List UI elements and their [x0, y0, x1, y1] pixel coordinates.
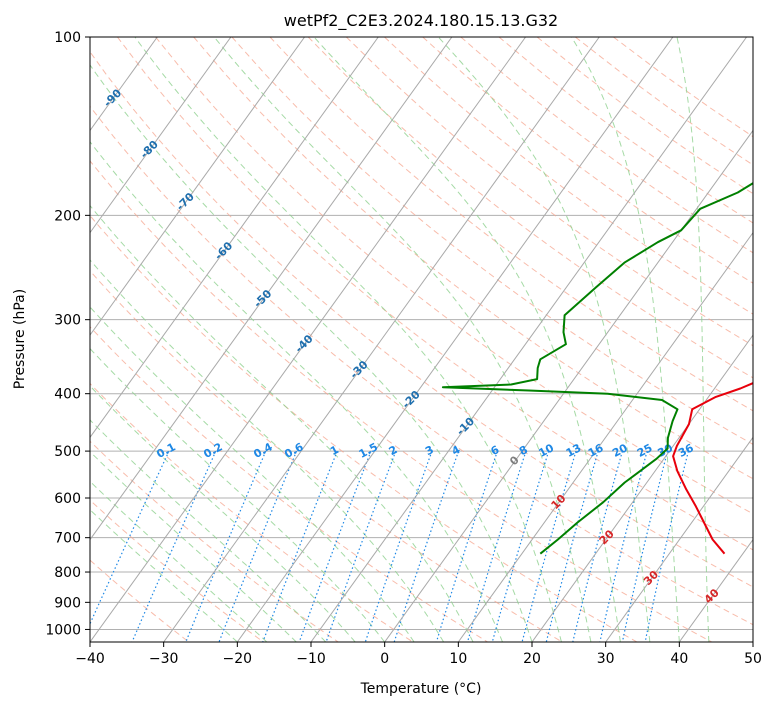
y-tick-label: 400: [54, 387, 81, 403]
moist-adiabat: [90, 259, 445, 642]
axis-ticks: −40 −30 −20 −10 0 10 20 30 40 50 100 200 300 400 500 60…: [45, 30, 762, 667]
mixing-ratio-label: 10: [536, 441, 556, 460]
dry-adiabat: [307, 37, 753, 379]
moist-adiabat: [134, 37, 562, 642]
isotherm-line: [605, 436, 753, 642]
isotherms: [0, 37, 753, 642]
x-tick-label: −20: [223, 651, 253, 667]
moist-adiabat: [90, 385, 356, 642]
isotherm-line: [90, 37, 527, 642]
dry-adiabat: [231, 37, 753, 445]
y-tick-label: 600: [54, 491, 81, 507]
moist-adiabat: [90, 419, 327, 642]
isotherm-line: [310, 37, 748, 642]
mixing-ratio-line: [644, 450, 689, 642]
dry-adiabat: [269, 37, 753, 412]
mixing-ratio-line: [621, 450, 669, 642]
dewpoint-profile-line: [441, 182, 753, 555]
mixing-ratio-line: [599, 450, 648, 642]
mixing-ratio-line: [545, 450, 599, 642]
isotherm-line: [90, 37, 306, 336]
x-tick-label: 0: [380, 651, 389, 667]
moist-adiabat: [571, 37, 680, 642]
isotherm-line: [90, 37, 453, 541]
moist-adiabat: [313, 37, 621, 642]
x-tick-label: 50: [744, 651, 762, 667]
dry-adiabat: [90, 499, 264, 642]
mixing-ratio-line: [521, 450, 577, 642]
moist-adiabat: [676, 37, 710, 642]
mixing-ratio-line: [466, 450, 527, 642]
x-tick-label: 30: [597, 651, 615, 667]
isotherm-line: [531, 334, 753, 642]
y-tick-label: 100: [54, 30, 81, 46]
moist-adiabat: [90, 140, 503, 642]
isotherm-line: [90, 37, 379, 439]
y-tick-label: 900: [54, 595, 81, 611]
dry-adiabat: [90, 559, 190, 642]
moist-adiabat: [90, 480, 268, 642]
x-axis-title: Temperature (°C): [360, 681, 482, 697]
mixing-ratio-line: [491, 450, 550, 642]
mixing-ratio-label: 13: [564, 441, 584, 460]
x-tick-label: 10: [449, 651, 467, 667]
dry-adiabat: [90, 382, 414, 642]
mixing-ratio-line: [262, 450, 338, 642]
dry-adiabat: [90, 440, 339, 642]
dry-adiabat: [90, 214, 638, 642]
x-tick-label: −40: [75, 651, 105, 667]
y-tick-label: 300: [54, 313, 81, 329]
dry-adiabat: [90, 105, 753, 626]
mixing-ratio-line: [218, 450, 298, 642]
chart-title: wetPf2_C2E3.2024.180.15.13.G32: [284, 11, 558, 31]
plot-frame: [89, 36, 754, 643]
mixing-ratio-line: [325, 450, 397, 642]
dry-adiabat: [117, 37, 753, 551]
profile-series: [441, 182, 753, 555]
x-tick-label: 20: [523, 651, 541, 667]
x-tick-label: −30: [149, 651, 179, 667]
y-tick-label: 200: [54, 208, 81, 224]
moist-adiabat: [213, 37, 592, 642]
temperature-profile-line: [672, 382, 753, 555]
moist-adiabat: [90, 450, 297, 642]
mixing-ratio-label: 20: [610, 441, 630, 460]
isotherm-line: [90, 37, 232, 234]
y-tick-label: 700: [54, 531, 81, 547]
moist-adiabat: [90, 204, 474, 642]
y-axis-title: Pressure (hPa): [12, 289, 28, 389]
y-tick-label: 500: [54, 444, 81, 460]
x-tick-label: −10: [296, 651, 326, 667]
x-tick-label: 40: [670, 651, 688, 667]
dry-adiabat: [345, 37, 753, 347]
moist-adiabat: [90, 306, 415, 642]
isotherm-line: [752, 641, 753, 642]
isotherm-line: [0, 37, 10, 642]
isotherm-line: [678, 538, 753, 642]
mixing-ratio-label: 36: [676, 441, 696, 460]
mixing-ratio-label: 16: [586, 441, 606, 460]
y-tick-label: 800: [54, 565, 81, 581]
moist-adiabat: [437, 37, 651, 642]
isotherm-line: [384, 129, 753, 642]
moist-adiabat: [90, 64, 533, 642]
mixing-ratio-line: [90, 450, 170, 626]
dry-adiabat: [193, 37, 753, 480]
mixing-ratio-line: [298, 450, 372, 642]
isotherm-line: [236, 37, 674, 642]
dry-adiabat: [90, 160, 712, 642]
moist-adiabats: [90, 37, 710, 642]
isotherm-line: [457, 231, 753, 642]
y-tick-label: 1000: [45, 622, 81, 638]
mixing-ratio-line: [364, 450, 433, 642]
mixing-ratio-label: 25: [635, 441, 655, 460]
isotherm-line: [163, 37, 600, 642]
dry-adiabat: [90, 326, 488, 642]
